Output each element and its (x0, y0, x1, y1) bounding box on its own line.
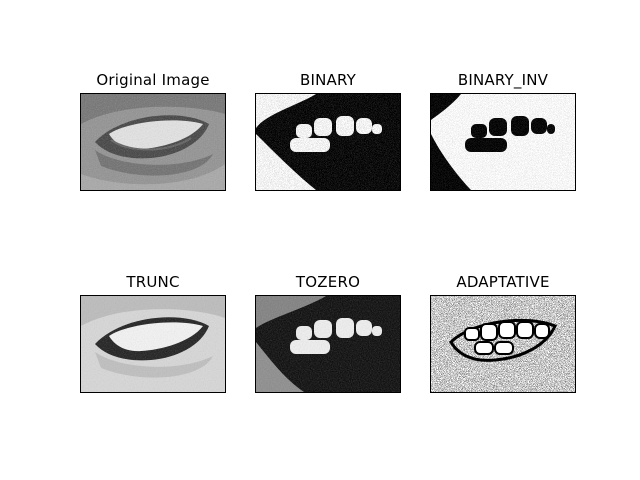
original-image (80, 93, 226, 191)
trunc-image (80, 295, 226, 393)
panel-title: BINARY (299, 71, 357, 89)
original-image-graphic (81, 94, 225, 190)
panel-title: TOZERO (295, 273, 361, 291)
adaptive-image-graphic (431, 296, 575, 392)
binary-image-graphic (256, 94, 400, 190)
panel-title: ADAPTATIVE (456, 273, 550, 291)
binary-image (255, 93, 401, 191)
tozero-image (255, 295, 401, 393)
panel-title: Original Image (96, 71, 210, 89)
tozero-image-graphic (256, 296, 400, 392)
trunc-image-graphic (81, 296, 225, 392)
panel-title: BINARY_INV (457, 71, 549, 89)
binary-inv-image-graphic (431, 94, 575, 190)
binary-inv-image (430, 93, 576, 191)
adaptive-image (430, 295, 576, 393)
panel-title: TRUNC (126, 273, 180, 291)
